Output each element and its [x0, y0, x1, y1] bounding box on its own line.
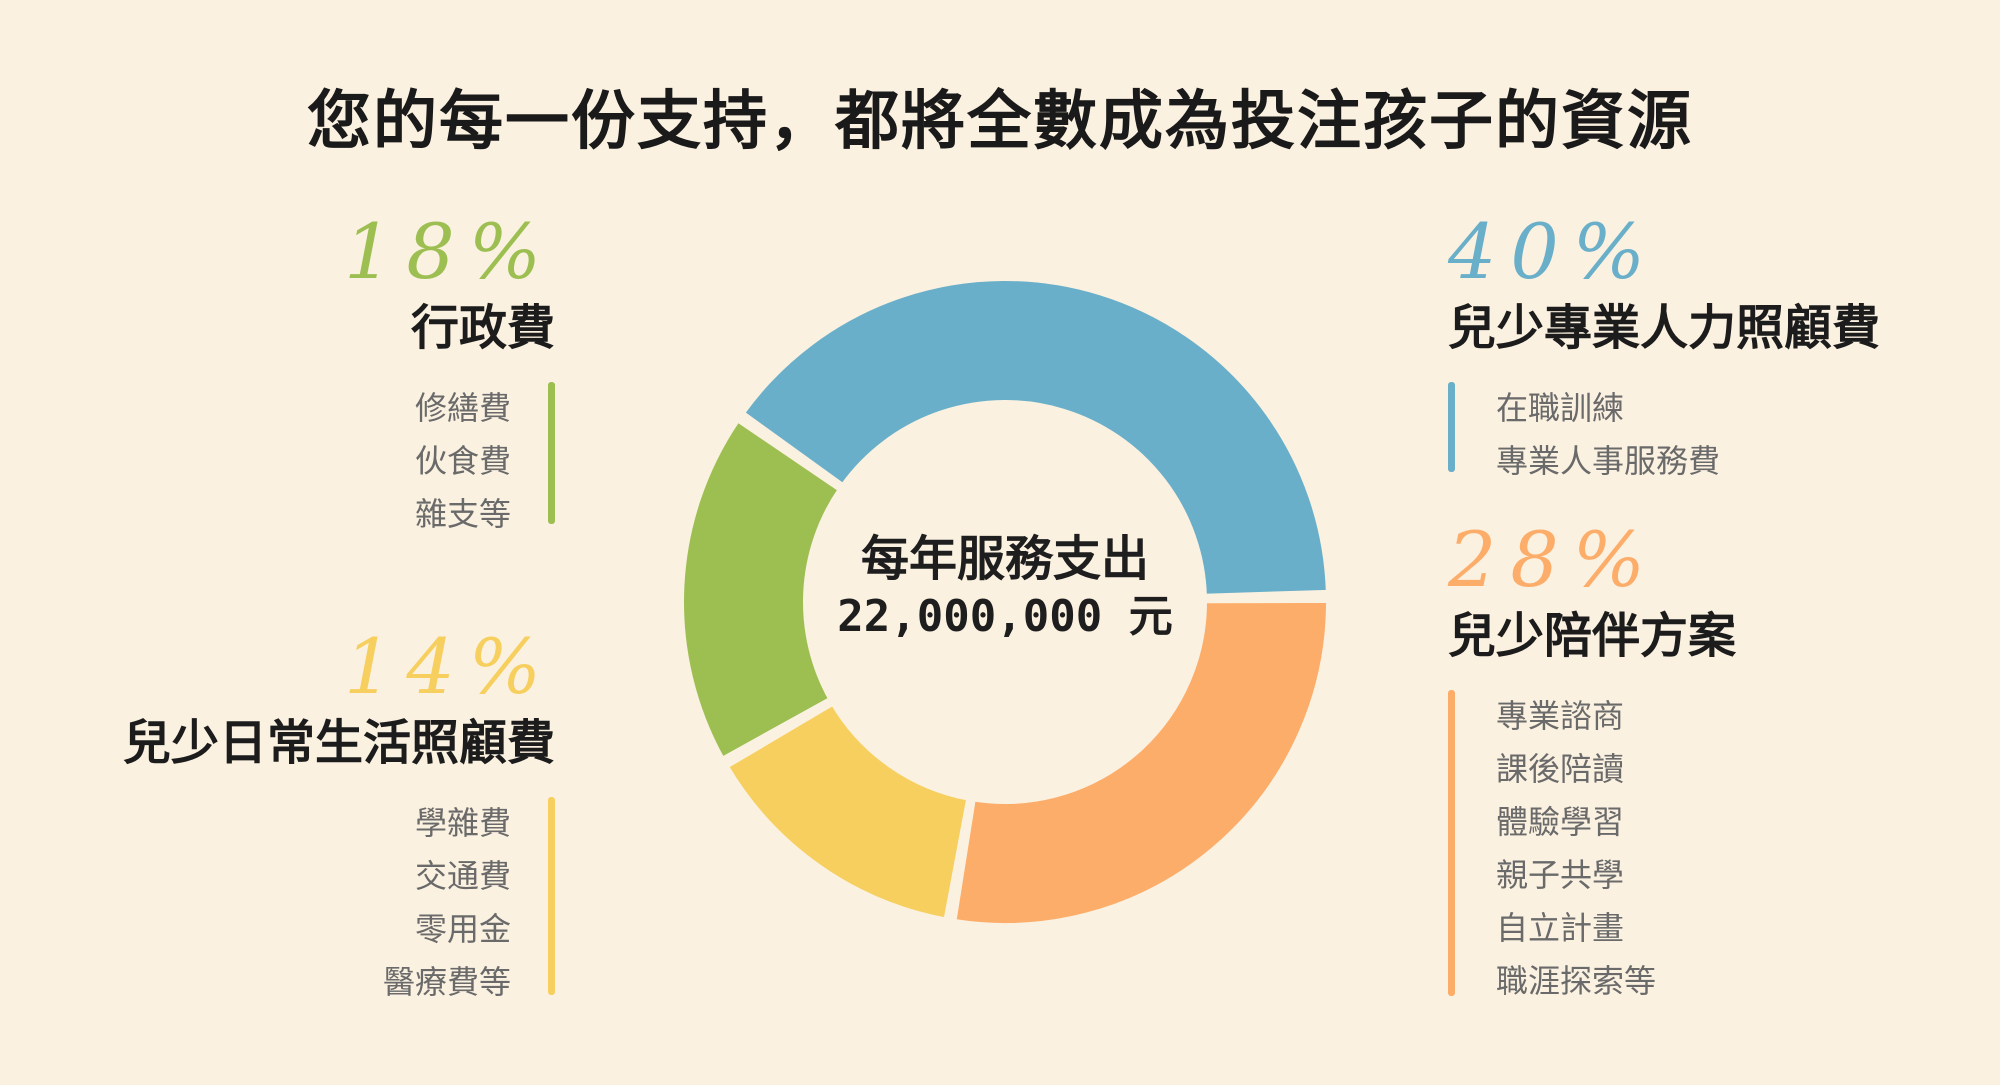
donut-slice: [680, 418, 842, 761]
category-name: 兒少日常生活照顧費: [122, 715, 555, 771]
category-items: 學雜費 交通費 零用金 醫療費等: [60, 797, 555, 1009]
category-item: 職涯探索等: [1496, 962, 1657, 1000]
category-item: 親子共學: [1496, 856, 1625, 894]
category-bar: [1448, 690, 1455, 996]
category-item: 交通費: [414, 857, 511, 895]
category-admin: 18% 行政費 修繕費 伙食費 雜支等: [260, 212, 555, 541]
category-bar: [1448, 382, 1455, 472]
category-percent: 18%: [344, 207, 555, 296]
center-label-line2: 22,000,000 元: [837, 591, 1173, 642]
donut-slice: [741, 277, 1330, 598]
center-label-line1: 每年服務支出: [860, 531, 1149, 587]
category-percent: 14%: [344, 622, 555, 711]
category-name: 兒少專業人力照顧費: [1448, 300, 1881, 356]
category-item: 專業諮商: [1496, 697, 1625, 735]
category-items: 修繕費 伙食費 雜支等: [260, 382, 555, 541]
category-item: 學雜費: [414, 804, 511, 842]
page-title: 您的每一份支持，都將全數成為投注孩子的資源: [307, 84, 1693, 159]
category-item: 零用金: [414, 910, 511, 948]
category-percent: 40%: [1448, 207, 1659, 296]
category-bar: [548, 382, 555, 524]
donut-slice: [952, 598, 1331, 927]
category-item: 伙食費: [414, 442, 511, 480]
category-bar: [548, 797, 555, 995]
category-item: 體驗學習: [1496, 803, 1625, 841]
category-item: 在職訓練: [1496, 389, 1625, 427]
category-item: 修繕費: [414, 389, 511, 427]
category-percent: 28%: [1448, 515, 1659, 604]
category-item: 雜支等: [414, 495, 511, 533]
category-name: 兒少陪伴方案: [1448, 608, 1737, 664]
category-item: 專業人事服務費: [1496, 442, 1721, 480]
category-care: 40% 兒少專業人力照顧費 在職訓練 專業人事服務費: [1448, 212, 1968, 488]
category-name: 行政費: [410, 300, 555, 356]
category-item: 課後陪讀: [1496, 750, 1625, 788]
category-item: 醫療費等: [382, 963, 511, 1001]
center-label: 每年服務支出 22,000,000 元: [800, 530, 1210, 646]
category-item: 自立計畫: [1496, 909, 1625, 947]
category-companion: 28% 兒少陪伴方案 專業諮商 課後陪讀 體驗學習 親子共學 自立計畫 職涯探索…: [1448, 520, 1968, 1008]
category-items: 在職訓練 專業人事服務費: [1448, 382, 1968, 488]
donut-slice: [724, 701, 971, 922]
category-items: 專業諮商 課後陪讀 體驗學習 親子共學 自立計畫 職涯探索等: [1448, 690, 1968, 1008]
category-daily: 14% 兒少日常生活照顧費 學雜費 交通費 零用金 醫療費等: [60, 627, 555, 1009]
